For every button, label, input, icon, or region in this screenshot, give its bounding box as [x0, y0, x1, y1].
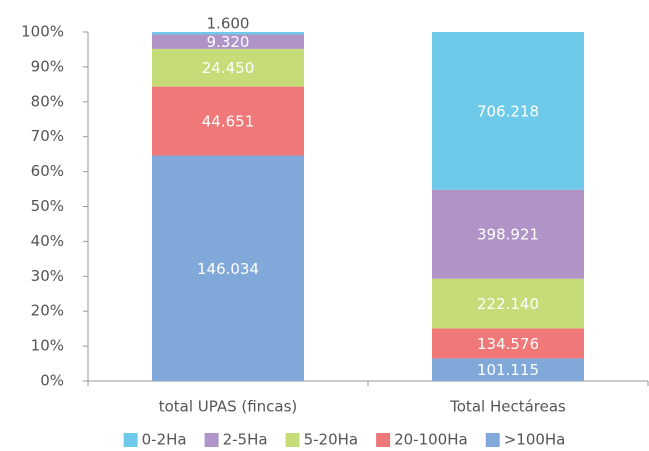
- bar-segment: [152, 34, 304, 49]
- bar-segment: [152, 32, 304, 35]
- legend-swatch: [485, 433, 500, 447]
- bar-segment: [152, 86, 304, 156]
- y-tick-label: 10%: [31, 337, 64, 355]
- legend-label: 0-2Ha: [142, 431, 187, 449]
- data-label: 24.450: [202, 59, 255, 77]
- data-label: 101.115: [477, 361, 539, 379]
- y-tick-label: 0%: [40, 372, 64, 390]
- bar-segment: [152, 155, 304, 381]
- bar-segment: [432, 328, 584, 359]
- data-label: 9.320: [207, 33, 250, 51]
- bar-segment: [432, 278, 584, 329]
- data-label: 706.218: [477, 102, 539, 120]
- y-tick-label: 20%: [31, 302, 64, 320]
- bar-segment: [432, 32, 584, 190]
- data-label: 146.034: [197, 260, 259, 278]
- legend-label: 20-100Ha: [394, 431, 468, 449]
- data-label: 222.140: [477, 295, 539, 313]
- data-label: 1.600: [207, 15, 250, 33]
- data-label: 398.921: [477, 226, 539, 244]
- bar-segment: [432, 189, 584, 279]
- y-tick-label: 80%: [31, 92, 64, 110]
- y-tick-label: 100%: [21, 23, 64, 41]
- legend-swatch: [123, 433, 138, 447]
- y-tick-label: 30%: [31, 267, 64, 285]
- y-tick-label: 60%: [31, 162, 64, 180]
- bar-segment: [432, 358, 584, 381]
- data-label: 44.651: [202, 113, 255, 131]
- y-tick-label: 50%: [31, 197, 64, 215]
- y-tick-label: 90%: [31, 57, 64, 75]
- legend-swatch: [204, 433, 219, 447]
- x-tick-label: total UPAS (fincas): [159, 398, 298, 416]
- y-tick-label: 40%: [31, 232, 64, 250]
- y-tick-label: 70%: [31, 127, 64, 145]
- legend-swatch: [285, 433, 300, 447]
- x-tick-label: Total Hectáreas: [449, 398, 566, 416]
- legend-swatch: [376, 433, 391, 447]
- bar-segment: [152, 48, 304, 87]
- legend-label: 2-5Ha: [223, 431, 268, 449]
- legend-label: 5-20Ha: [304, 431, 359, 449]
- legend-label: >100Ha: [504, 431, 566, 449]
- data-label: 134.576: [477, 335, 539, 353]
